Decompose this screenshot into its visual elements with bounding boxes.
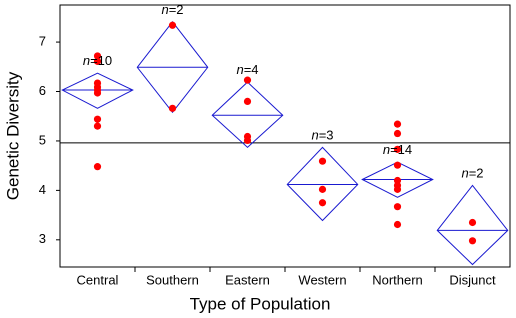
data-point (168, 104, 177, 112)
y-tick-label: 3 (39, 231, 46, 246)
data-point (318, 157, 327, 165)
y-tick-label: 4 (39, 182, 46, 197)
n-label: n=4 (236, 63, 258, 78)
data-point (168, 21, 177, 29)
data-point (393, 203, 402, 211)
data-point (243, 97, 252, 105)
n-label: n=14 (383, 143, 412, 158)
y-tick-label: 6 (39, 83, 46, 98)
data-point (93, 57, 102, 65)
y-axis-title: Genetic Diversity (3, 71, 22, 200)
data-point (243, 76, 252, 84)
data-point (393, 176, 402, 185)
data-point (393, 185, 402, 193)
data-point (318, 185, 327, 193)
x-tick-label: Northern (372, 272, 423, 287)
plot-frame (59, 4, 511, 268)
plot-area (60, 20, 510, 266)
data-point (93, 115, 102, 123)
y-tick-label: 5 (39, 132, 46, 147)
y-tick-label: 7 (39, 34, 46, 49)
data-point (93, 89, 102, 97)
data-point (393, 129, 402, 138)
x-axis-title: Type of Population (190, 294, 331, 313)
data-point (468, 237, 477, 245)
x-tick-label: Western (298, 272, 346, 287)
n-label: n=10 (83, 54, 112, 69)
data-point (393, 145, 402, 153)
n-label: n=2 (161, 2, 183, 17)
data-point (393, 220, 402, 229)
data-point (393, 161, 402, 169)
data-point (93, 52, 102, 60)
data-point (93, 163, 102, 171)
x-tick-label: Southern (146, 272, 199, 287)
x-tick-label: Disjunct (449, 272, 496, 287)
data-point (318, 199, 327, 207)
data-point (93, 122, 102, 130)
n-label: n=2 (461, 166, 483, 181)
x-tick-label: Eastern (225, 272, 270, 287)
data-point (243, 136, 252, 145)
n-label: n=3 (311, 128, 333, 143)
x-tick-label: Central (77, 272, 119, 287)
data-point (393, 120, 402, 128)
data-point (468, 218, 477, 227)
